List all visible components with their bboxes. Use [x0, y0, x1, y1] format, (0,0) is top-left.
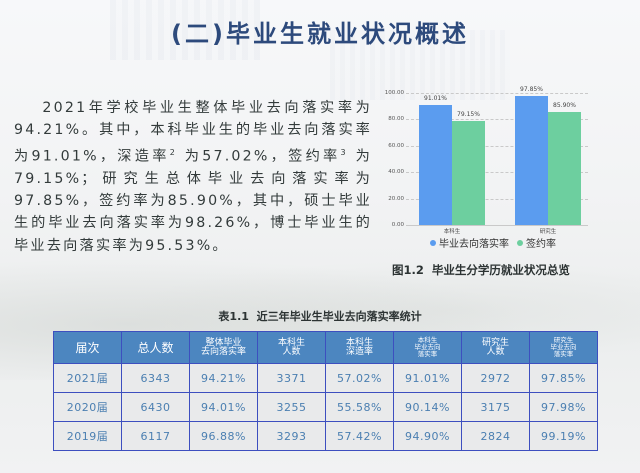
header-undergrad-count: 本科生 人数 [257, 331, 326, 364]
cell-grad-count: 3175 [461, 392, 530, 422]
cell-cohort: 2020届 [53, 392, 122, 422]
page-title: (二)毕业生就业状况概述 [171, 20, 469, 48]
x-axis [406, 225, 588, 226]
legend-dot-icon [430, 239, 436, 246]
paragraph-text: 为57.02%，签约率 [177, 148, 341, 165]
bar-value-label: 97.85% [520, 86, 543, 93]
cell-cohort: 2021届 [53, 363, 122, 393]
background-building [330, 30, 510, 100]
bar-undergrad-placement [419, 104, 452, 225]
summary-paragraph: 2021年学校毕业生整体毕业去向落实率为94.21%。其中，本科毕业生的毕业去向… [14, 97, 372, 257]
cell-undergrad-count: 3293 [257, 421, 326, 451]
cell-undergrad-further-study: 55.58% [325, 392, 394, 422]
background-building [110, 0, 260, 60]
table-row: 2020届 6430 94.01% 3255 55.58% 90.14% 317… [53, 392, 598, 422]
y-tick: 60.00 [388, 142, 404, 149]
table-row: 2019届 6117 96.88% 3293 57.42% 94.90% 282… [53, 421, 598, 451]
legend-item-placement: 毕业去向落实率 [430, 235, 509, 250]
chart-legend: 毕业去向落实率 签约率 [430, 235, 556, 250]
cell-undergrad-rate: 94.90% [393, 421, 462, 451]
gridline [406, 145, 588, 147]
y-tick: 100.00 [384, 90, 404, 96]
table-row: 2021届 6343 94.21% 3371 57.02% 91.01% 297… [53, 363, 598, 393]
bar-value-label: 85.90% [553, 102, 576, 109]
header-undergrad-further-study: 本科生 深造率 [325, 331, 394, 364]
table-caption: 表1.1 近三年毕业生毕业去向落实率统计 [218, 310, 422, 323]
cell-undergrad-further-study: 57.42% [325, 421, 394, 451]
cell-undergrad-count: 3255 [257, 392, 326, 422]
header-overall-rate: 整体毕业 去向落实率 [189, 331, 258, 364]
legend-item-signing: 签约率 [517, 235, 556, 250]
cell-overall-rate: 94.21% [189, 363, 258, 393]
bar-grad-signing [548, 111, 581, 225]
bar-chart: 100.00 80.00 60.00 40.00 20.00 0.00 91.0… [382, 85, 600, 250]
header-total: 总人数 [121, 331, 190, 364]
x-tick-label: 本科生 [443, 229, 461, 235]
gridline [406, 172, 588, 174]
table-header-row: 届次 总人数 整体毕业 去向落实率 本科生 人数 本科生 深造率 本科生 毕业去向 落实率… [53, 331, 598, 364]
cell-undergrad-rate: 90.14% [393, 392, 462, 422]
legend-dot-icon [517, 239, 523, 246]
footnote-ref: 2 [169, 147, 178, 157]
header-undergrad-rate: 本科生 毕业去向 落实率 [393, 331, 462, 364]
cell-overall-rate: 96.88% [189, 421, 258, 451]
plot-area [382, 85, 600, 225]
cell-grad-rate: 99.19% [529, 421, 598, 451]
placement-stats-table: 届次 总人数 整体毕业 去向落实率 本科生 人数 本科生 深造率 本科生 毕业去向 落实率… [53, 331, 598, 451]
y-tick: 80.00 [388, 116, 404, 123]
cell-total: 6117 [121, 421, 190, 451]
gridline [406, 93, 588, 94]
x-tick-label: 研究生 [539, 229, 557, 235]
cell-grad-count: 2972 [461, 363, 530, 393]
bar-grad-placement [515, 95, 548, 225]
header-grad-rate: 研究生 毕业去向 落实率 [529, 331, 598, 364]
bar-undergrad-signing [452, 120, 485, 225]
bar-value-label: 79.15% [457, 111, 480, 118]
y-tick: 0.00 [391, 222, 404, 228]
bar-value-label: 91.01% [424, 95, 447, 102]
cell-grad-rate: 97.98% [529, 392, 598, 422]
footnote-ref: 3 [340, 147, 348, 157]
paragraph-text: 2021年学校毕业生整体毕业去向落实率为94.21%。其中，本科毕业生的毕业去向… [14, 100, 372, 165]
cell-undergrad-further-study: 57.02% [325, 363, 394, 393]
y-tick: 20.00 [388, 195, 404, 202]
figure-caption: 图1.2 毕业生分学历就业状况总览 [392, 263, 570, 277]
cell-grad-count: 2824 [461, 421, 530, 451]
gridline [406, 119, 588, 121]
paragraph-text: 为79.15%；研究生总体毕业去向落实率为97.85%，签约率为85.90%，其… [14, 148, 372, 254]
cell-total: 6430 [121, 392, 190, 422]
cell-total: 6343 [121, 363, 190, 393]
cell-cohort: 2019届 [53, 421, 122, 451]
y-tick: 40.00 [388, 169, 404, 176]
cell-undergrad-rate: 91.01% [393, 363, 462, 393]
gridline [406, 198, 588, 200]
header-cohort: 届次 [53, 331, 122, 364]
cell-undergrad-count: 3371 [257, 363, 326, 393]
legend-label: 签约率 [526, 239, 556, 250]
cell-grad-rate: 97.85% [529, 363, 598, 393]
header-grad-count: 研究生 人数 [461, 331, 530, 364]
cell-overall-rate: 94.01% [189, 392, 258, 422]
legend-label: 毕业去向落实率 [439, 239, 509, 250]
